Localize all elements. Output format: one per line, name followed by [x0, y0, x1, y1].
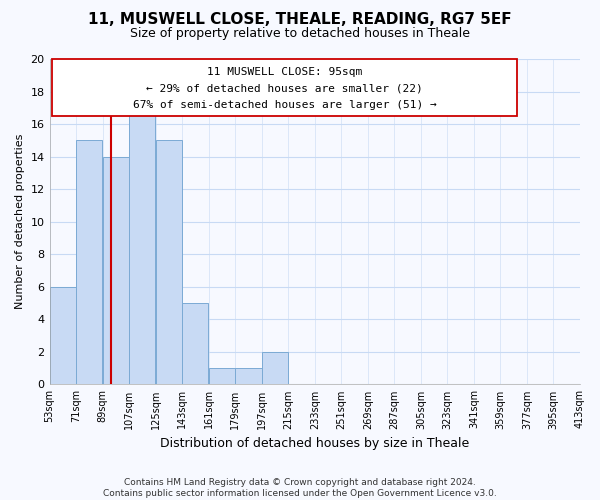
Text: 11 MUSWELL CLOSE: 95sqm: 11 MUSWELL CLOSE: 95sqm	[207, 67, 362, 77]
Bar	[76, 140, 103, 384]
Bar	[235, 368, 262, 384]
Bar	[50, 287, 76, 384]
Text: 67% of semi-detached houses are larger (51) →: 67% of semi-detached houses are larger (…	[133, 100, 436, 110]
Bar	[156, 140, 182, 384]
Bar	[103, 156, 129, 384]
Bar	[262, 352, 288, 384]
Bar	[130, 108, 155, 384]
Bar	[182, 303, 208, 384]
Text: 11, MUSWELL CLOSE, THEALE, READING, RG7 5EF: 11, MUSWELL CLOSE, THEALE, READING, RG7 …	[88, 12, 512, 28]
Text: ← 29% of detached houses are smaller (22): ← 29% of detached houses are smaller (22…	[146, 84, 423, 94]
Bar	[209, 368, 235, 384]
Text: Size of property relative to detached houses in Theale: Size of property relative to detached ho…	[130, 28, 470, 40]
X-axis label: Distribution of detached houses by size in Theale: Distribution of detached houses by size …	[160, 437, 469, 450]
Y-axis label: Number of detached properties: Number of detached properties	[15, 134, 25, 310]
FancyBboxPatch shape	[52, 59, 517, 116]
Text: Contains HM Land Registry data © Crown copyright and database right 2024.
Contai: Contains HM Land Registry data © Crown c…	[103, 478, 497, 498]
